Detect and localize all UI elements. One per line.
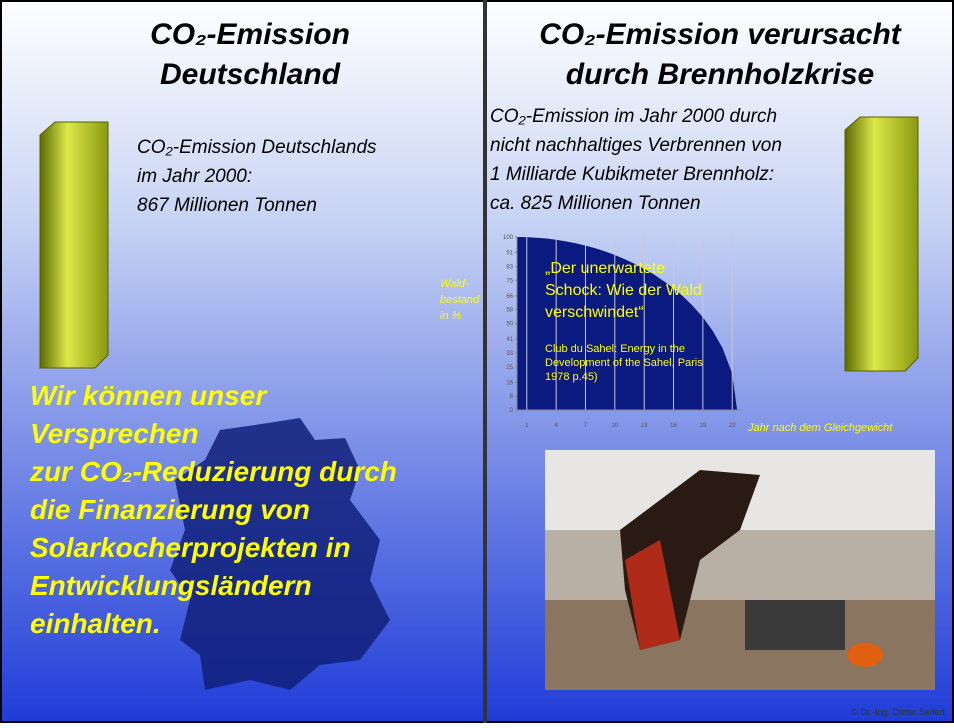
slogan-line: einhalten. [30, 608, 161, 639]
germany-map [170, 418, 390, 690]
forest-area [517, 237, 738, 410]
quote: verschwindet“ [545, 304, 644, 321]
left-text: 867 Millionen Tonnen [137, 195, 317, 216]
right-title: CO₂-Emission verursacht [539, 18, 903, 51]
y-tick-label: 41 [506, 337, 513, 343]
x-tick-label: 7 [584, 423, 588, 429]
y-tick-label: 75 [506, 278, 513, 284]
y-tick-label: 33 [506, 351, 513, 357]
slogan-line: die Finanzierung von [30, 494, 310, 525]
quote: „Der unerwartete [545, 260, 665, 277]
right-text: 1 Milliarde Kubikmeter Brennholz: [490, 164, 774, 185]
y-tick-label: 66 [506, 294, 513, 300]
left-text: CO₂-Emission Deutschlands [137, 137, 377, 158]
bar-firewood [844, 116, 919, 372]
right-text: CO₂-Emission im Jahr 2000 durch [490, 106, 777, 127]
x-tick-label: 22 [729, 423, 736, 429]
y-tick-label: 100 [503, 235, 514, 241]
photo [545, 450, 935, 690]
x-tick-label: 13 [641, 423, 648, 429]
source: Development of the Sahel, Paris [545, 357, 703, 369]
source: 1978 p.45) [545, 371, 598, 383]
quote: Schock: Wie der Wald [545, 282, 702, 299]
right-text: ca. 825 Millionen Tonnen [490, 193, 701, 214]
left-title: CO₂-Emission [150, 18, 350, 51]
x-tick-label: 4 [554, 423, 558, 429]
right-title: durch Brennholzkrise [566, 58, 874, 91]
y-tick-label: 50 [506, 322, 513, 328]
left-text: im Jahr 2000: [137, 166, 252, 187]
x-tick-label: 16 [670, 423, 677, 429]
y-axis-label: in % [440, 310, 462, 322]
y-tick-label: 83 [506, 264, 513, 270]
y-tick-label: 8 [510, 394, 514, 400]
slogan-line: Entwicklungsländern [30, 570, 312, 601]
y-tick-label: 16 [506, 380, 513, 386]
slogan-line: zur CO₂-Reduzierung durch [29, 456, 397, 487]
source: Club du Sahel: Energy in the [545, 343, 685, 355]
x-axis-label: Jahr nach dem Gleichgewicht [747, 422, 893, 434]
y-tick-label: 91 [506, 251, 513, 257]
slogan-line: Wir können unser [30, 380, 268, 411]
x-tick-label: 10 [611, 423, 618, 429]
bar-germany [39, 121, 109, 369]
y-tick-label: 25 [506, 365, 513, 371]
x-tick-label: 19 [700, 423, 707, 429]
left-title: Deutschland [160, 58, 341, 91]
right-text: nicht nachhaltiges Verbrennen von [490, 135, 782, 156]
y-tick-label: 0 [510, 408, 514, 414]
y-tick-label: 58 [506, 308, 513, 314]
slogan-line: Versprechen [30, 418, 199, 449]
y-axis-label: bestand [440, 294, 480, 306]
x-tick-label: 1 [525, 423, 529, 429]
slogan-line: Solarkocherprojekten in [30, 532, 351, 563]
y-axis-label: Wald- [440, 278, 469, 290]
credit: © Dr.-Ing. Dieter Seifert [851, 707, 945, 717]
